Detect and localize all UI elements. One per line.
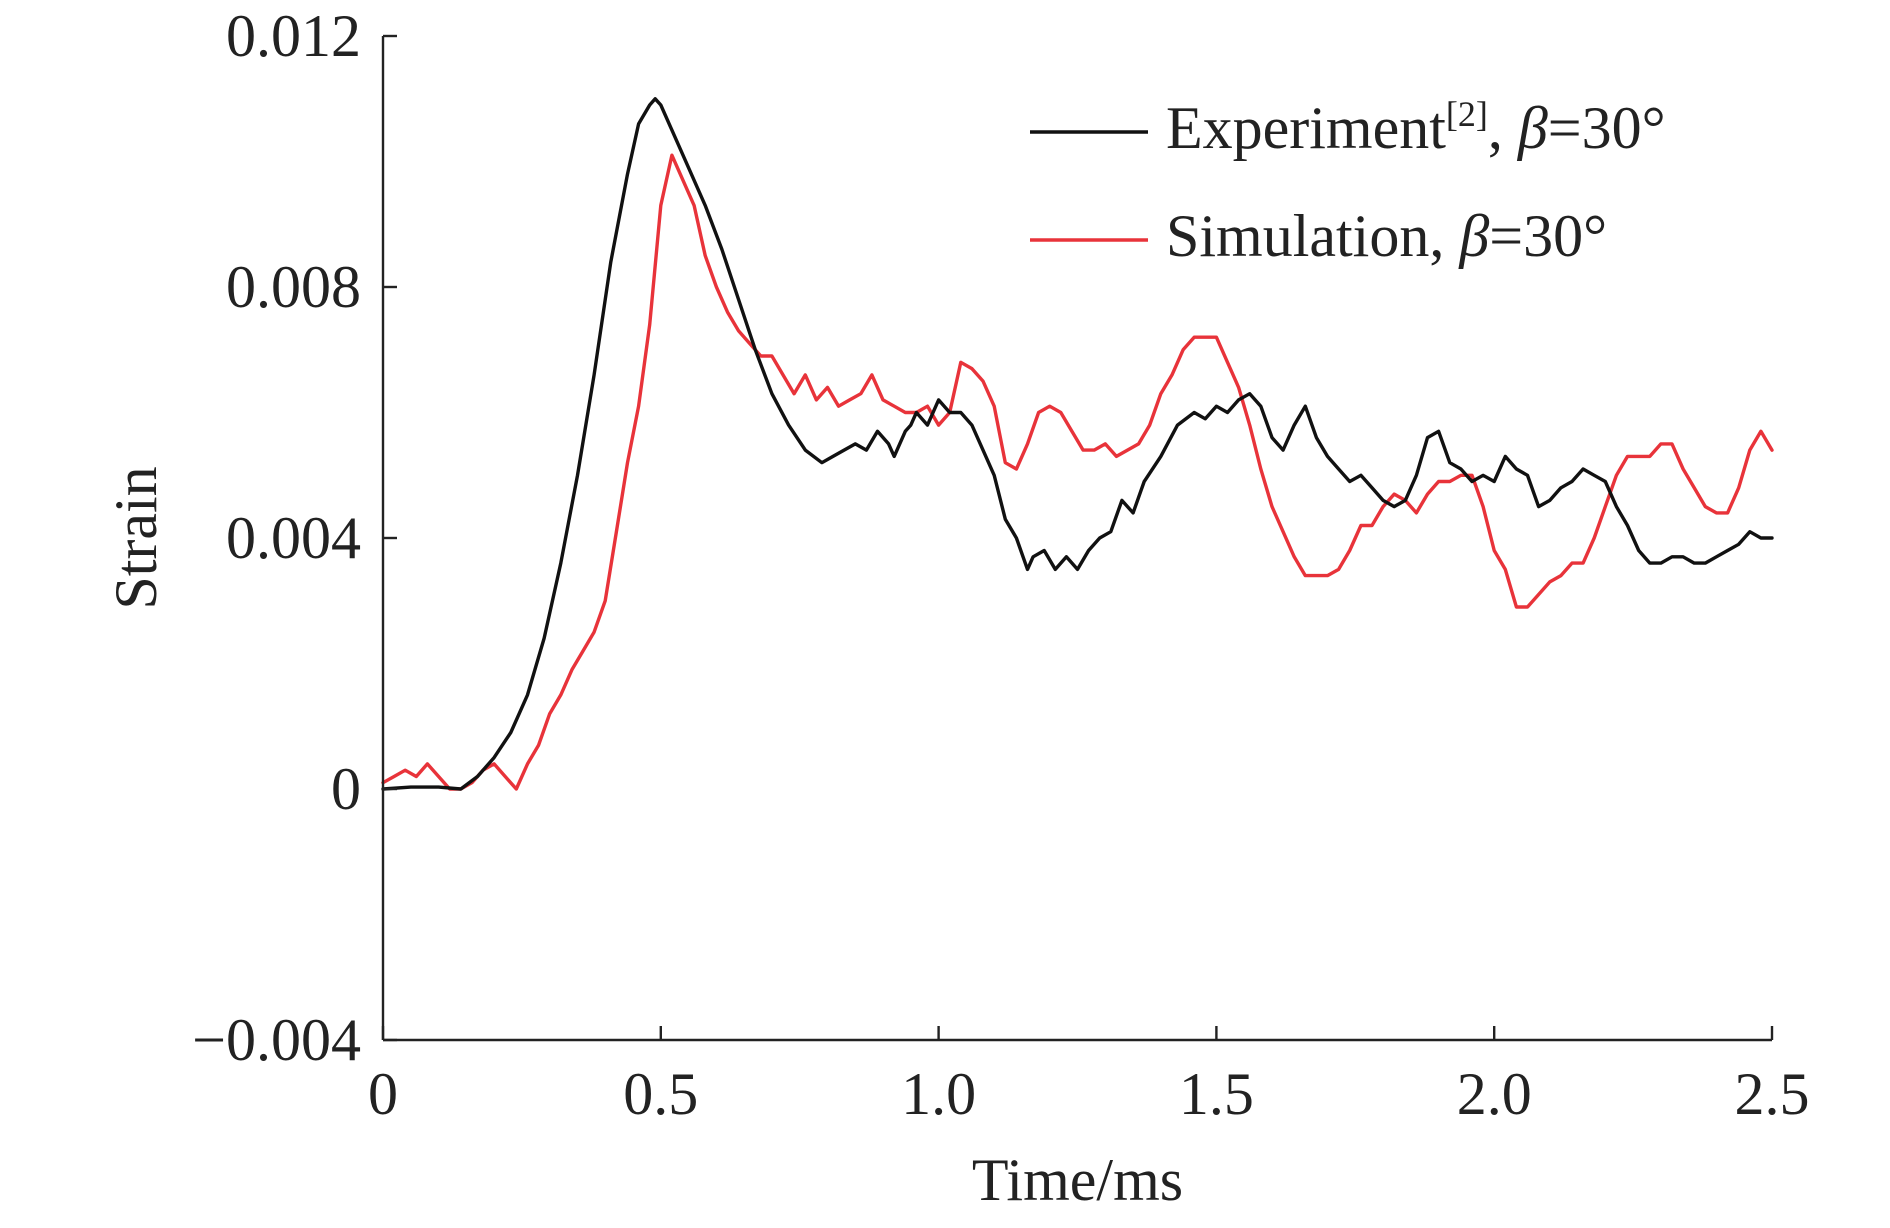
legend-label-main: Simulation, — [1166, 203, 1459, 269]
y-tick-label: 0 — [331, 756, 361, 822]
legend-label-main: Experiment — [1166, 95, 1446, 161]
y-axis-title: Strain — [103, 466, 169, 609]
y-ticks: −0.004 0 0.004 0.008 0.012 — [192, 3, 397, 1073]
x-ticks: 0 0.5 1.0 1.5 2.0 2.5 — [368, 1026, 1810, 1127]
legend-label-reference: [2] — [1446, 94, 1488, 134]
x-tick-label: 2.0 — [1457, 1061, 1532, 1127]
legend-label-angle: =30° — [1489, 203, 1607, 269]
legend-label-comma: , — [1488, 95, 1518, 161]
y-tick-label: 0.012 — [226, 3, 361, 69]
axes-layer — [381, 36, 1772, 1042]
y-tick-label: −0.004 — [192, 1007, 361, 1073]
legend-label-simulation: Simulation, β=30° — [1166, 203, 1607, 269]
experiment-series-line — [381, 97, 1774, 791]
x-tick-label: 1.5 — [1179, 1061, 1254, 1127]
legend-label-beta: β — [1458, 203, 1489, 269]
legend-label-experiment: Experiment[2], β=30° — [1166, 94, 1666, 161]
x-tick-label: 0.5 — [623, 1061, 698, 1127]
y-tick-label: 0.008 — [226, 254, 361, 320]
x-tick-label: 1.0 — [901, 1061, 976, 1127]
x-tick-label: 0 — [368, 1061, 398, 1127]
simulation-series-line — [381, 153, 1774, 791]
legend: Experiment[2], β=30°Simulation, β=30° — [1030, 94, 1666, 269]
legend-label-beta: β — [1517, 95, 1548, 161]
series-layer — [381, 97, 1774, 791]
x-axis-title: Time/ms — [972, 1147, 1183, 1213]
legend-label-angle: =30° — [1548, 95, 1666, 161]
x-tick-label: 2.5 — [1735, 1061, 1810, 1127]
y-tick-label: 0.004 — [226, 505, 361, 571]
